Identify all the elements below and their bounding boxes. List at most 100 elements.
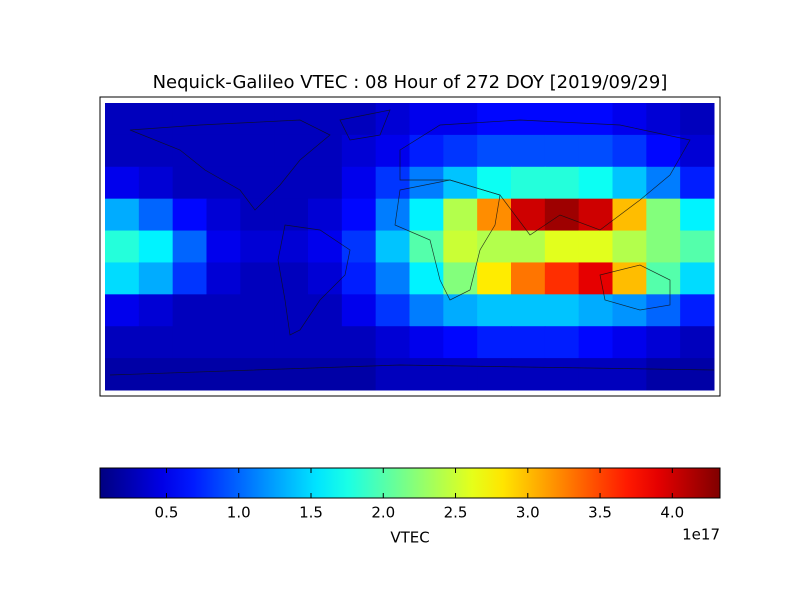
- cell: [443, 134, 478, 168]
- colorbar-tick-label: 1.0: [227, 504, 251, 522]
- cell: [240, 134, 275, 168]
- cell: [172, 166, 207, 200]
- cell: [544, 358, 580, 391]
- cell: [680, 262, 715, 295]
- cell: [105, 134, 140, 168]
- cell: [612, 358, 647, 391]
- colorbar-offset: 1e17: [682, 526, 720, 544]
- cell: [308, 103, 343, 136]
- cell: [341, 230, 377, 263]
- cell: [375, 230, 410, 263]
- cell: [341, 326, 377, 359]
- cell: [680, 326, 715, 359]
- cell: [409, 294, 444, 327]
- cell: [375, 166, 410, 200]
- cell: [206, 358, 241, 391]
- cell: [138, 230, 174, 263]
- cell: [646, 103, 681, 136]
- cell: [341, 262, 377, 295]
- cell: [612, 134, 647, 168]
- cell: [443, 103, 478, 136]
- cell: [443, 326, 478, 359]
- cell: [477, 134, 512, 168]
- cell: [341, 294, 377, 327]
- cell: [680, 134, 715, 168]
- cell: [646, 166, 681, 200]
- cell: [274, 262, 309, 295]
- cell: [511, 230, 546, 263]
- cell: [511, 358, 546, 391]
- cell: [443, 230, 478, 263]
- cell: [172, 358, 207, 391]
- cell: [240, 230, 275, 263]
- cell: [375, 358, 410, 391]
- cell: [375, 326, 410, 359]
- colorbar-tick-label: 2.0: [371, 504, 395, 522]
- colorbar: 0.5 1.0 1.5 2.0 2.5 3.0 3.5 4.0: [99, 467, 721, 522]
- cell: [105, 103, 140, 136]
- cell: [578, 294, 613, 327]
- cell: [341, 166, 377, 200]
- cell: [511, 103, 546, 136]
- cell: [477, 262, 512, 295]
- cell: [409, 358, 444, 391]
- cell: [477, 166, 512, 200]
- cell: [308, 134, 343, 168]
- cell: [206, 198, 241, 232]
- cell: [274, 103, 309, 136]
- cell: [206, 326, 241, 359]
- cell: [105, 294, 140, 327]
- cell: [443, 198, 478, 232]
- cell: [511, 294, 546, 327]
- heatmap: [105, 103, 715, 391]
- cell: [240, 326, 275, 359]
- cell: [375, 198, 410, 232]
- cell: [544, 262, 580, 295]
- cell: [544, 230, 580, 263]
- cell: [138, 358, 174, 391]
- colorbar-fill: [99, 467, 721, 499]
- cell: [240, 262, 275, 295]
- cell: [443, 262, 478, 295]
- cell: [206, 103, 241, 136]
- cell: [409, 166, 444, 200]
- cell: [206, 294, 241, 327]
- cell: [477, 103, 512, 136]
- cell: [138, 326, 174, 359]
- cell: [105, 262, 140, 295]
- cell: [240, 166, 275, 200]
- cell: [308, 230, 343, 263]
- map-frame: [99, 96, 721, 397]
- cell: [138, 166, 174, 200]
- cell: [646, 230, 681, 263]
- cell: [578, 230, 613, 263]
- cell: [477, 326, 512, 359]
- cell: [308, 262, 343, 295]
- cell: [105, 326, 140, 359]
- cell: [341, 198, 377, 232]
- cell: [409, 134, 444, 168]
- cell: [172, 198, 207, 232]
- cell: [172, 103, 207, 136]
- cell: [138, 103, 174, 136]
- cell: [477, 358, 512, 391]
- cell: [680, 230, 715, 263]
- cell: [138, 294, 174, 327]
- cell: [477, 230, 512, 263]
- cell: [274, 230, 309, 263]
- cell: [308, 166, 343, 200]
- cell: [105, 198, 140, 232]
- cell: [544, 294, 580, 327]
- cell: [578, 134, 613, 168]
- cell: [274, 166, 309, 200]
- cell: [274, 134, 309, 168]
- cell: [240, 358, 275, 391]
- colorbar-tick-label: 1.5: [299, 504, 323, 522]
- cell: [612, 294, 647, 327]
- cell: [612, 230, 647, 263]
- cell: [646, 262, 681, 295]
- colorbar-tick-label: 3.5: [588, 504, 612, 522]
- cell: [443, 294, 478, 327]
- cell: [578, 166, 613, 200]
- cell: [240, 103, 275, 136]
